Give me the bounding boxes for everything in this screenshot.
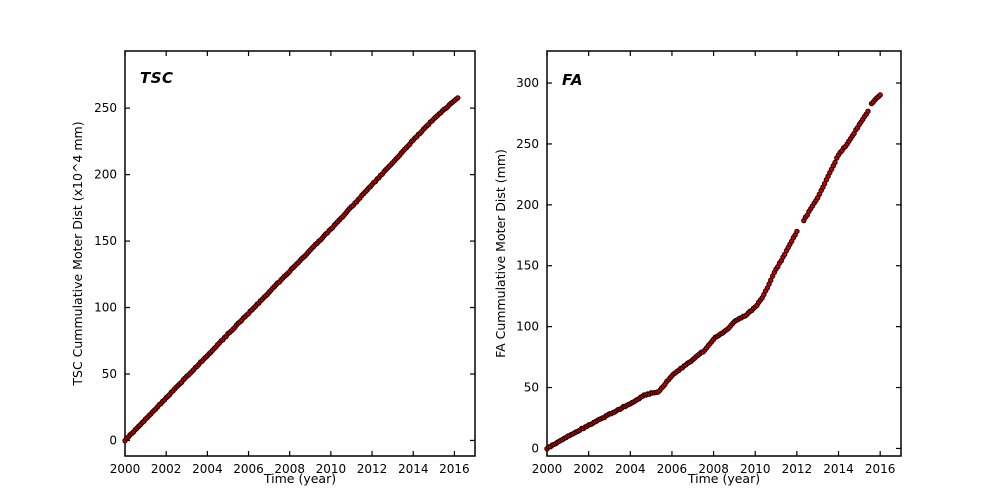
svg-text:100: 100 xyxy=(94,301,117,315)
svg-text:2004: 2004 xyxy=(192,462,223,476)
tsc-data-points xyxy=(122,95,461,444)
svg-text:0: 0 xyxy=(109,433,117,447)
tsc-xaxis-label: Time (year) xyxy=(263,471,337,486)
svg-text:50: 50 xyxy=(102,367,117,381)
svg-text:2002: 2002 xyxy=(151,462,182,476)
svg-text:200: 200 xyxy=(516,198,539,212)
svg-text:2004: 2004 xyxy=(615,462,646,476)
fa-xaxis-label: Time (year) xyxy=(687,471,761,486)
svg-text:2006: 2006 xyxy=(233,462,264,476)
svg-text:2012: 2012 xyxy=(357,462,388,476)
fa-annotation: FA xyxy=(562,71,583,89)
fa-axes: 2000 2002 2004 2006 2008 2010 2012 2014 2016 0 50 1… xyxy=(516,50,902,476)
axes-frame xyxy=(546,50,902,457)
axes-frame xyxy=(124,50,476,457)
svg-text:200: 200 xyxy=(94,168,117,182)
tsc-yaxis-label: TSC Cummulative Moter Dist (x10^4 mm) xyxy=(70,121,85,386)
svg-text:2000: 2000 xyxy=(532,462,563,476)
svg-text:250: 250 xyxy=(516,137,539,151)
svg-text:2010: 2010 xyxy=(740,462,771,476)
svg-text:100: 100 xyxy=(516,320,539,334)
tsc-axes: 2000 2002 2004 2006 2008 2010 2012 2014 2016 0 50 1… xyxy=(94,50,476,476)
svg-text:150: 150 xyxy=(94,234,117,248)
svg-text:2014: 2014 xyxy=(823,462,854,476)
svg-text:250: 250 xyxy=(94,101,117,115)
fa-data-points xyxy=(544,92,883,452)
svg-text:300: 300 xyxy=(516,76,539,90)
svg-text:2014: 2014 xyxy=(398,462,429,476)
svg-text:2010: 2010 xyxy=(316,462,347,476)
svg-text:2016: 2016 xyxy=(439,462,470,476)
tick-labels: 2000 2002 2004 2006 2008 2010 2012 2014 2016 0 50 1… xyxy=(516,76,895,476)
svg-text:150: 150 xyxy=(516,259,539,273)
svg-text:2002: 2002 xyxy=(573,462,604,476)
svg-text:2000: 2000 xyxy=(110,462,141,476)
tick-labels: 2000 2002 2004 2006 2008 2010 2012 2014 2016 0 50 1… xyxy=(94,101,470,476)
tsc-annotation: TSC xyxy=(140,69,174,87)
svg-text:2012: 2012 xyxy=(782,462,813,476)
svg-text:2008: 2008 xyxy=(698,462,729,476)
svg-text:2006: 2006 xyxy=(657,462,688,476)
fa-yaxis-label: FA Cummulative Moter Dist (mm) xyxy=(493,149,508,358)
svg-text:2008: 2008 xyxy=(274,462,305,476)
svg-text:50: 50 xyxy=(524,381,539,395)
tick-marks xyxy=(546,51,901,456)
svg-text:0: 0 xyxy=(531,441,539,455)
svg-text:2016: 2016 xyxy=(865,462,896,476)
tick-marks xyxy=(124,51,475,456)
